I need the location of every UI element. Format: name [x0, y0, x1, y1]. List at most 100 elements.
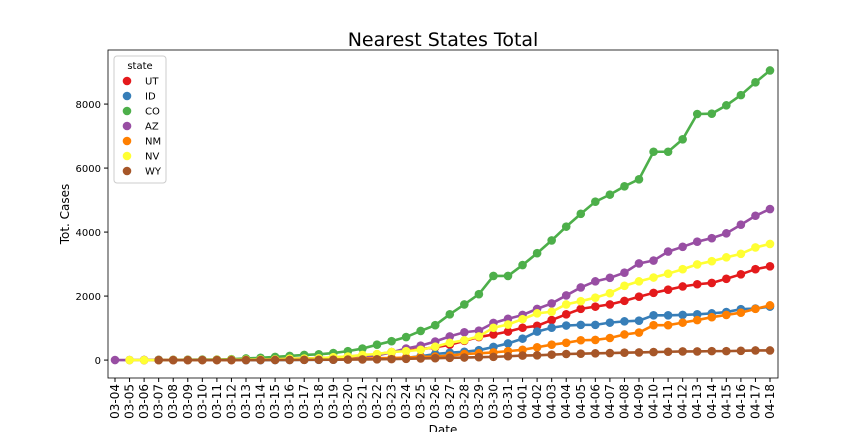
- point: [692, 279, 702, 289]
- point: [605, 300, 615, 309]
- point: [591, 277, 600, 286]
- point: [765, 262, 775, 271]
- point: [736, 270, 746, 279]
- point: [358, 344, 367, 353]
- point: [547, 323, 556, 333]
- point: [722, 101, 731, 110]
- point: [649, 256, 658, 265]
- x-tick-label: 03-23: [385, 384, 399, 419]
- point: [518, 351, 527, 360]
- point: [576, 283, 586, 292]
- point: [620, 281, 629, 291]
- point: [532, 248, 542, 258]
- point: [474, 332, 484, 341]
- x-tick-label: 03-21: [355, 384, 369, 419]
- point: [547, 236, 556, 245]
- legend-title: state: [127, 61, 152, 72]
- x-tick-label: 04-04: [559, 384, 573, 419]
- point: [518, 314, 527, 324]
- y-tick-label: 2000: [76, 292, 101, 303]
- point: [547, 340, 556, 350]
- point: [678, 318, 687, 327]
- point: [227, 355, 236, 365]
- point: [620, 348, 629, 358]
- point: [678, 264, 687, 274]
- x-tick-label: 03-13: [239, 384, 253, 419]
- point: [576, 209, 586, 219]
- point: [503, 271, 513, 281]
- x-tick-label: 04-10: [647, 384, 661, 419]
- point: [634, 174, 644, 184]
- point: [707, 278, 717, 288]
- legend-marker: [122, 121, 132, 131]
- point: [445, 353, 455, 363]
- point: [649, 347, 658, 357]
- point: [561, 222, 571, 231]
- point: [460, 353, 469, 362]
- point: [722, 346, 731, 356]
- point: [460, 335, 469, 345]
- point: [722, 274, 731, 284]
- point: [707, 233, 717, 243]
- point: [591, 320, 600, 330]
- x-tick-label: 03-31: [501, 384, 515, 419]
- x-tick-label: 04-08: [617, 384, 631, 419]
- point: [561, 349, 571, 359]
- point: [503, 320, 513, 329]
- point: [765, 204, 775, 214]
- point: [663, 310, 673, 320]
- legend-marker: [122, 91, 132, 101]
- y-tick-label: 0: [95, 356, 101, 367]
- point: [591, 335, 600, 345]
- legend-marker: [122, 76, 132, 86]
- plot-frame: [107, 49, 779, 379]
- y-tick-label: 6000: [76, 164, 101, 175]
- x-tick-label: 04-18: [763, 384, 777, 419]
- point: [591, 302, 600, 311]
- point: [605, 348, 615, 358]
- x-tick-label: 03-08: [166, 384, 180, 419]
- point: [561, 338, 571, 348]
- x-tick-label: 04-09: [632, 384, 646, 419]
- x-tick-label: 03-15: [268, 384, 282, 419]
- point: [634, 328, 644, 337]
- x-tick-label: 03-06: [137, 384, 151, 419]
- x-tick-label: 03-25: [414, 384, 428, 419]
- point: [692, 109, 702, 119]
- point: [532, 342, 542, 352]
- point: [634, 348, 644, 357]
- point: [212, 355, 222, 365]
- point: [576, 349, 586, 358]
- point: [692, 315, 702, 325]
- point: [605, 318, 615, 327]
- point: [532, 350, 542, 360]
- point: [445, 332, 455, 341]
- point: [751, 78, 760, 87]
- point: [445, 338, 455, 348]
- point: [387, 347, 396, 357]
- point: [663, 285, 673, 294]
- point: [110, 355, 120, 365]
- point: [198, 355, 207, 365]
- series-line: [115, 207, 771, 362]
- point: [678, 310, 687, 320]
- point: [678, 347, 687, 356]
- legend-label: ID: [145, 92, 156, 103]
- point: [401, 354, 411, 364]
- point: [678, 282, 687, 291]
- point: [707, 256, 717, 266]
- point: [518, 260, 527, 270]
- legend-marker: [122, 106, 132, 116]
- point: [401, 332, 411, 342]
- point: [620, 330, 629, 339]
- x-tick-label: 03-28: [457, 384, 471, 419]
- point: [576, 304, 586, 314]
- point: [751, 264, 760, 274]
- point: [503, 351, 513, 361]
- point: [561, 321, 571, 330]
- point: [620, 268, 629, 278]
- point: [620, 296, 629, 306]
- x-tick-label: 04-14: [705, 384, 719, 419]
- point: [576, 320, 586, 330]
- point: [460, 300, 469, 309]
